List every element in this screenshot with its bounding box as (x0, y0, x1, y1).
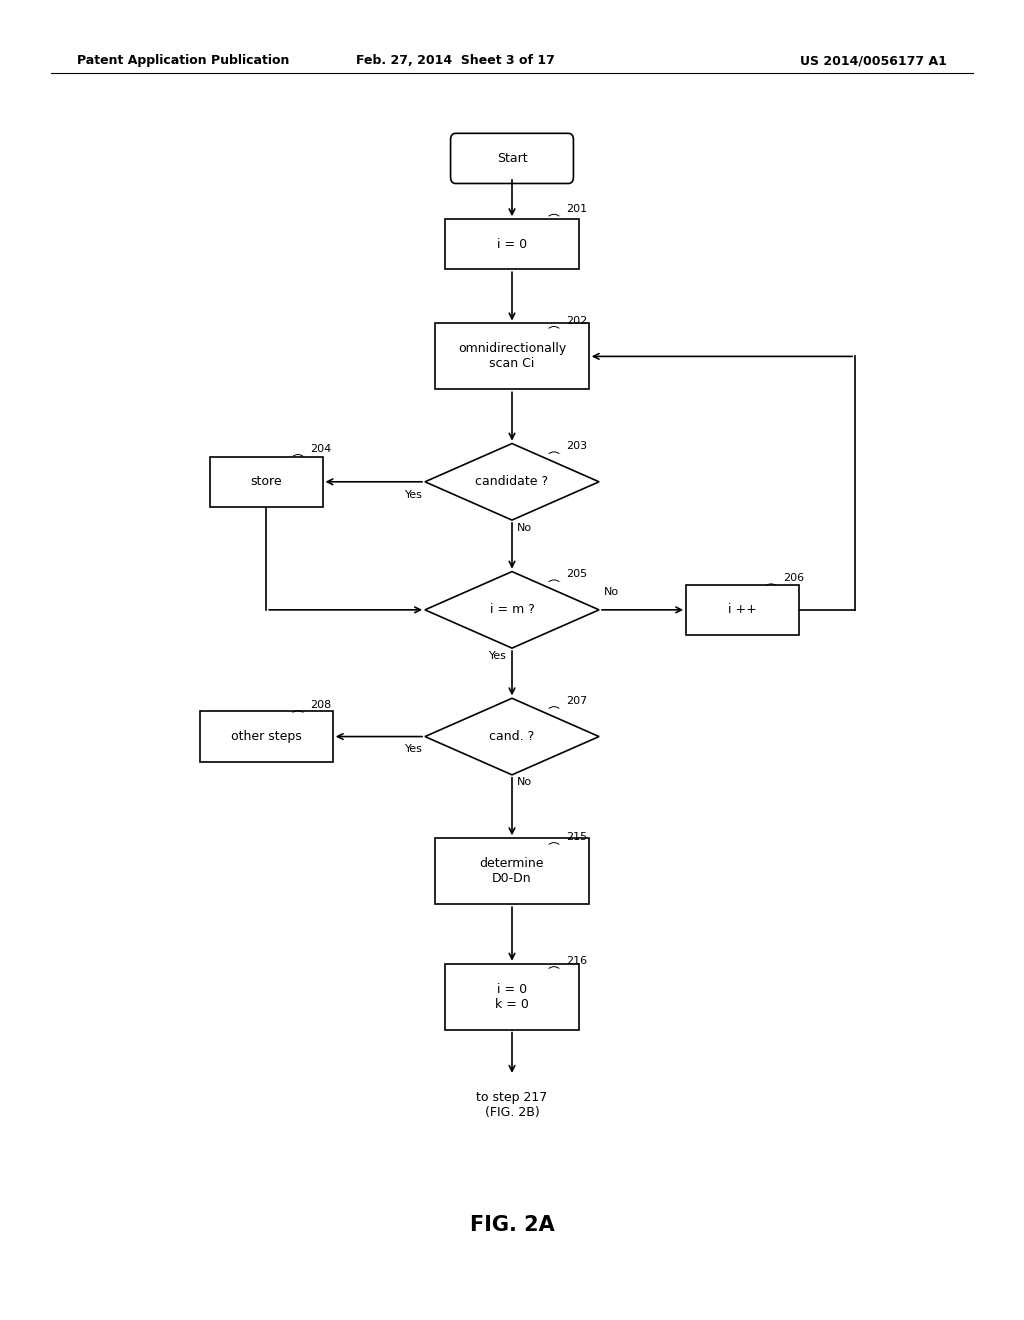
Bar (435, 838, 589, 904)
Text: 204: 204 (310, 444, 332, 454)
Text: 216: 216 (566, 956, 588, 966)
Text: No: No (604, 586, 620, 597)
Text: 203: 203 (566, 441, 588, 451)
Text: i = 0
k = 0: i = 0 k = 0 (495, 982, 529, 1011)
FancyBboxPatch shape (451, 133, 573, 183)
Text: 202: 202 (566, 315, 588, 326)
Text: 205: 205 (566, 569, 588, 579)
Text: Yes: Yes (489, 651, 507, 661)
Text: Start: Start (497, 152, 527, 165)
Text: 206: 206 (783, 573, 805, 583)
Text: 201: 201 (566, 203, 588, 214)
Polygon shape (425, 698, 599, 775)
Text: No: No (517, 777, 532, 788)
Text: No: No (517, 523, 532, 533)
Bar (445, 219, 579, 269)
Bar (200, 711, 333, 762)
Bar (435, 323, 589, 389)
Text: Yes: Yes (406, 744, 423, 755)
Bar (445, 964, 579, 1030)
Text: to step 217
(FIG. 2B): to step 217 (FIG. 2B) (476, 1090, 548, 1119)
Text: Yes: Yes (406, 490, 423, 500)
Text: determine
D0-Dn: determine D0-Dn (480, 857, 544, 886)
Polygon shape (425, 572, 599, 648)
Text: candidate ?: candidate ? (475, 475, 549, 488)
Text: 208: 208 (310, 700, 332, 710)
Bar (686, 585, 799, 635)
Text: i = m ?: i = m ? (489, 603, 535, 616)
Bar (210, 457, 323, 507)
Text: omnidirectionally
scan Ci: omnidirectionally scan Ci (458, 342, 566, 371)
Text: US 2014/0056177 A1: US 2014/0056177 A1 (801, 54, 947, 67)
Text: other steps: other steps (230, 730, 302, 743)
Text: i = 0: i = 0 (497, 238, 527, 251)
Text: store: store (251, 475, 282, 488)
Text: i ++: i ++ (728, 603, 757, 616)
Text: FIG. 2A: FIG. 2A (470, 1214, 554, 1236)
Text: cand. ?: cand. ? (489, 730, 535, 743)
Polygon shape (425, 444, 599, 520)
Text: Patent Application Publication: Patent Application Publication (77, 54, 289, 67)
Text: Feb. 27, 2014  Sheet 3 of 17: Feb. 27, 2014 Sheet 3 of 17 (356, 54, 555, 67)
Text: 207: 207 (566, 696, 588, 706)
Text: 215: 215 (566, 832, 588, 842)
